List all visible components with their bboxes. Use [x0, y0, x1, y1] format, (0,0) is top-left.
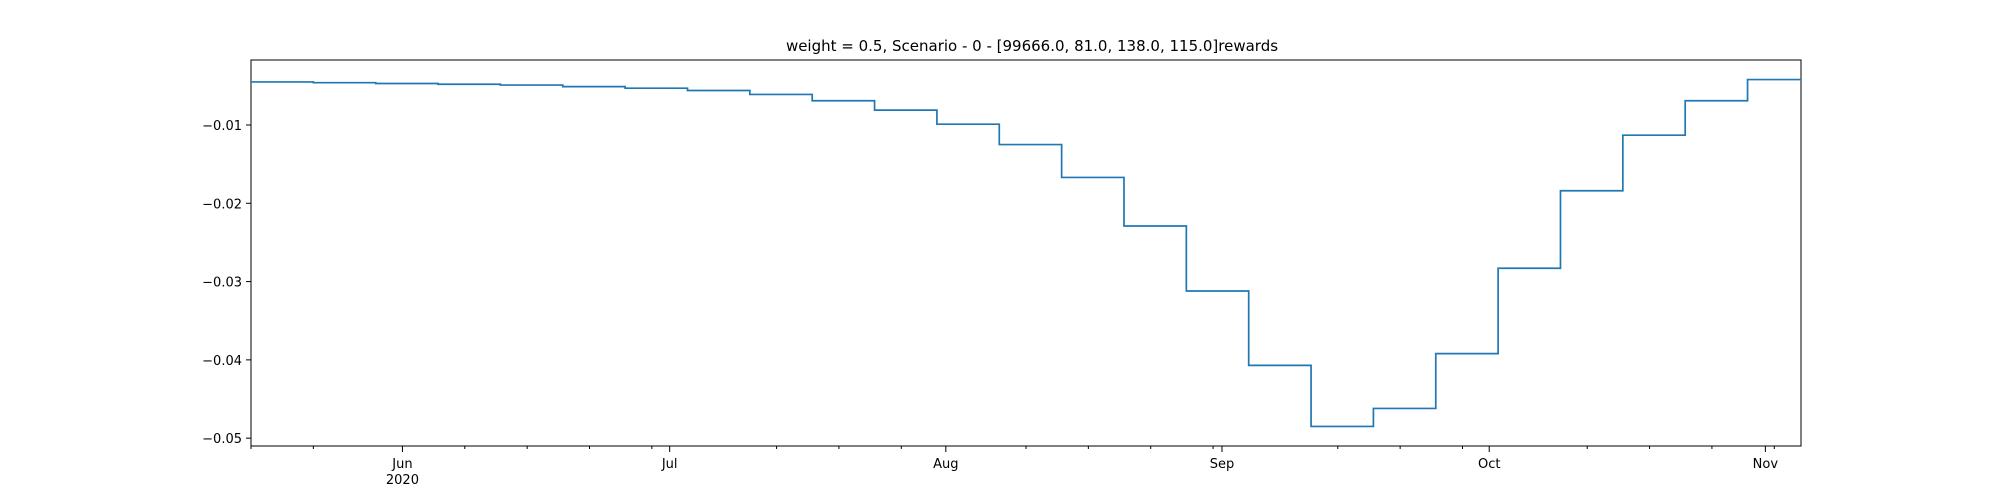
x-tick-label: Sep	[1210, 457, 1235, 472]
x-tick-label: Nov	[1753, 457, 1779, 472]
y-tick-label: −0.02	[202, 197, 242, 212]
plot-frame	[250, 59, 1802, 447]
y-tick-label: −0.01	[202, 119, 242, 134]
chart-title: weight = 0.5, Scenario - 0 - [99666.0, 8…	[786, 37, 1278, 55]
y-tick-label: −0.03	[202, 276, 242, 291]
y-axis: −0.05 −0.04 −0.03 −0.02 −0.01	[202, 119, 251, 447]
x-tick-label: Oct	[1478, 457, 1500, 472]
series-line	[251, 78, 1801, 428]
x-tick-sublabel: 2020	[386, 473, 419, 488]
x-tick-label: Jul	[661, 457, 678, 472]
x-tick-label: Aug	[933, 457, 958, 472]
y-tick-label: −0.05	[202, 432, 242, 447]
x-tick-label: Jun	[391, 457, 412, 472]
series	[251, 78, 1801, 428]
y-tick-label: −0.04	[202, 354, 242, 369]
